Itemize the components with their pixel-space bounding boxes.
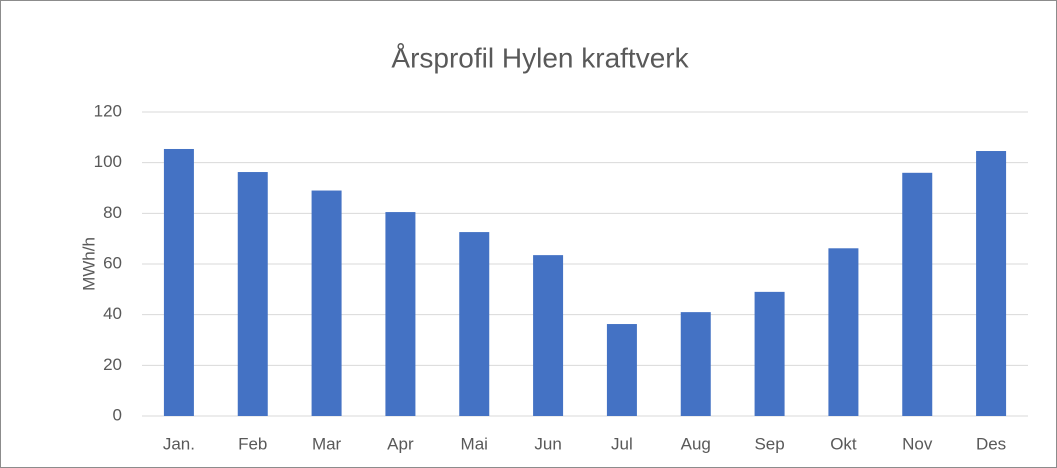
bar [385, 212, 416, 416]
x-tick-label: Jun [534, 434, 561, 453]
x-tick-label: Nov [902, 434, 933, 453]
bar [828, 248, 859, 416]
x-tick-label: Jul [611, 434, 633, 453]
y-tick-label: 80 [103, 203, 122, 222]
y-tick-label: 100 [94, 152, 122, 171]
y-tick-label: 60 [103, 253, 122, 272]
bar [459, 232, 490, 416]
y-tick-label: 0 [113, 405, 122, 424]
y-tick-label: 40 [103, 304, 122, 323]
chart-title: Årsprofil Hylen kraftverk [391, 42, 689, 73]
bar [606, 324, 637, 416]
x-tick-label: Sep [754, 434, 784, 453]
x-tick-label: Apr [387, 434, 414, 453]
bar [902, 172, 933, 416]
x-tick-label: Mai [461, 434, 488, 453]
x-tick-label: Des [976, 434, 1006, 453]
x-tick-label: Feb [238, 434, 267, 453]
bar [754, 291, 785, 416]
bar [680, 312, 711, 416]
y-tick-label: 120 [94, 101, 122, 120]
bar [237, 172, 268, 416]
bar [311, 190, 342, 416]
bar [533, 255, 564, 416]
y-tick-label: 20 [103, 355, 122, 374]
x-tick-label: Mar [312, 434, 342, 453]
x-tick-label: Aug [681, 434, 711, 453]
y-axis-label: MWh/h [79, 237, 98, 291]
x-tick-label: Jan. [163, 434, 195, 453]
bar [976, 151, 1007, 416]
x-tick-label: Okt [830, 434, 857, 453]
bar [163, 148, 194, 416]
